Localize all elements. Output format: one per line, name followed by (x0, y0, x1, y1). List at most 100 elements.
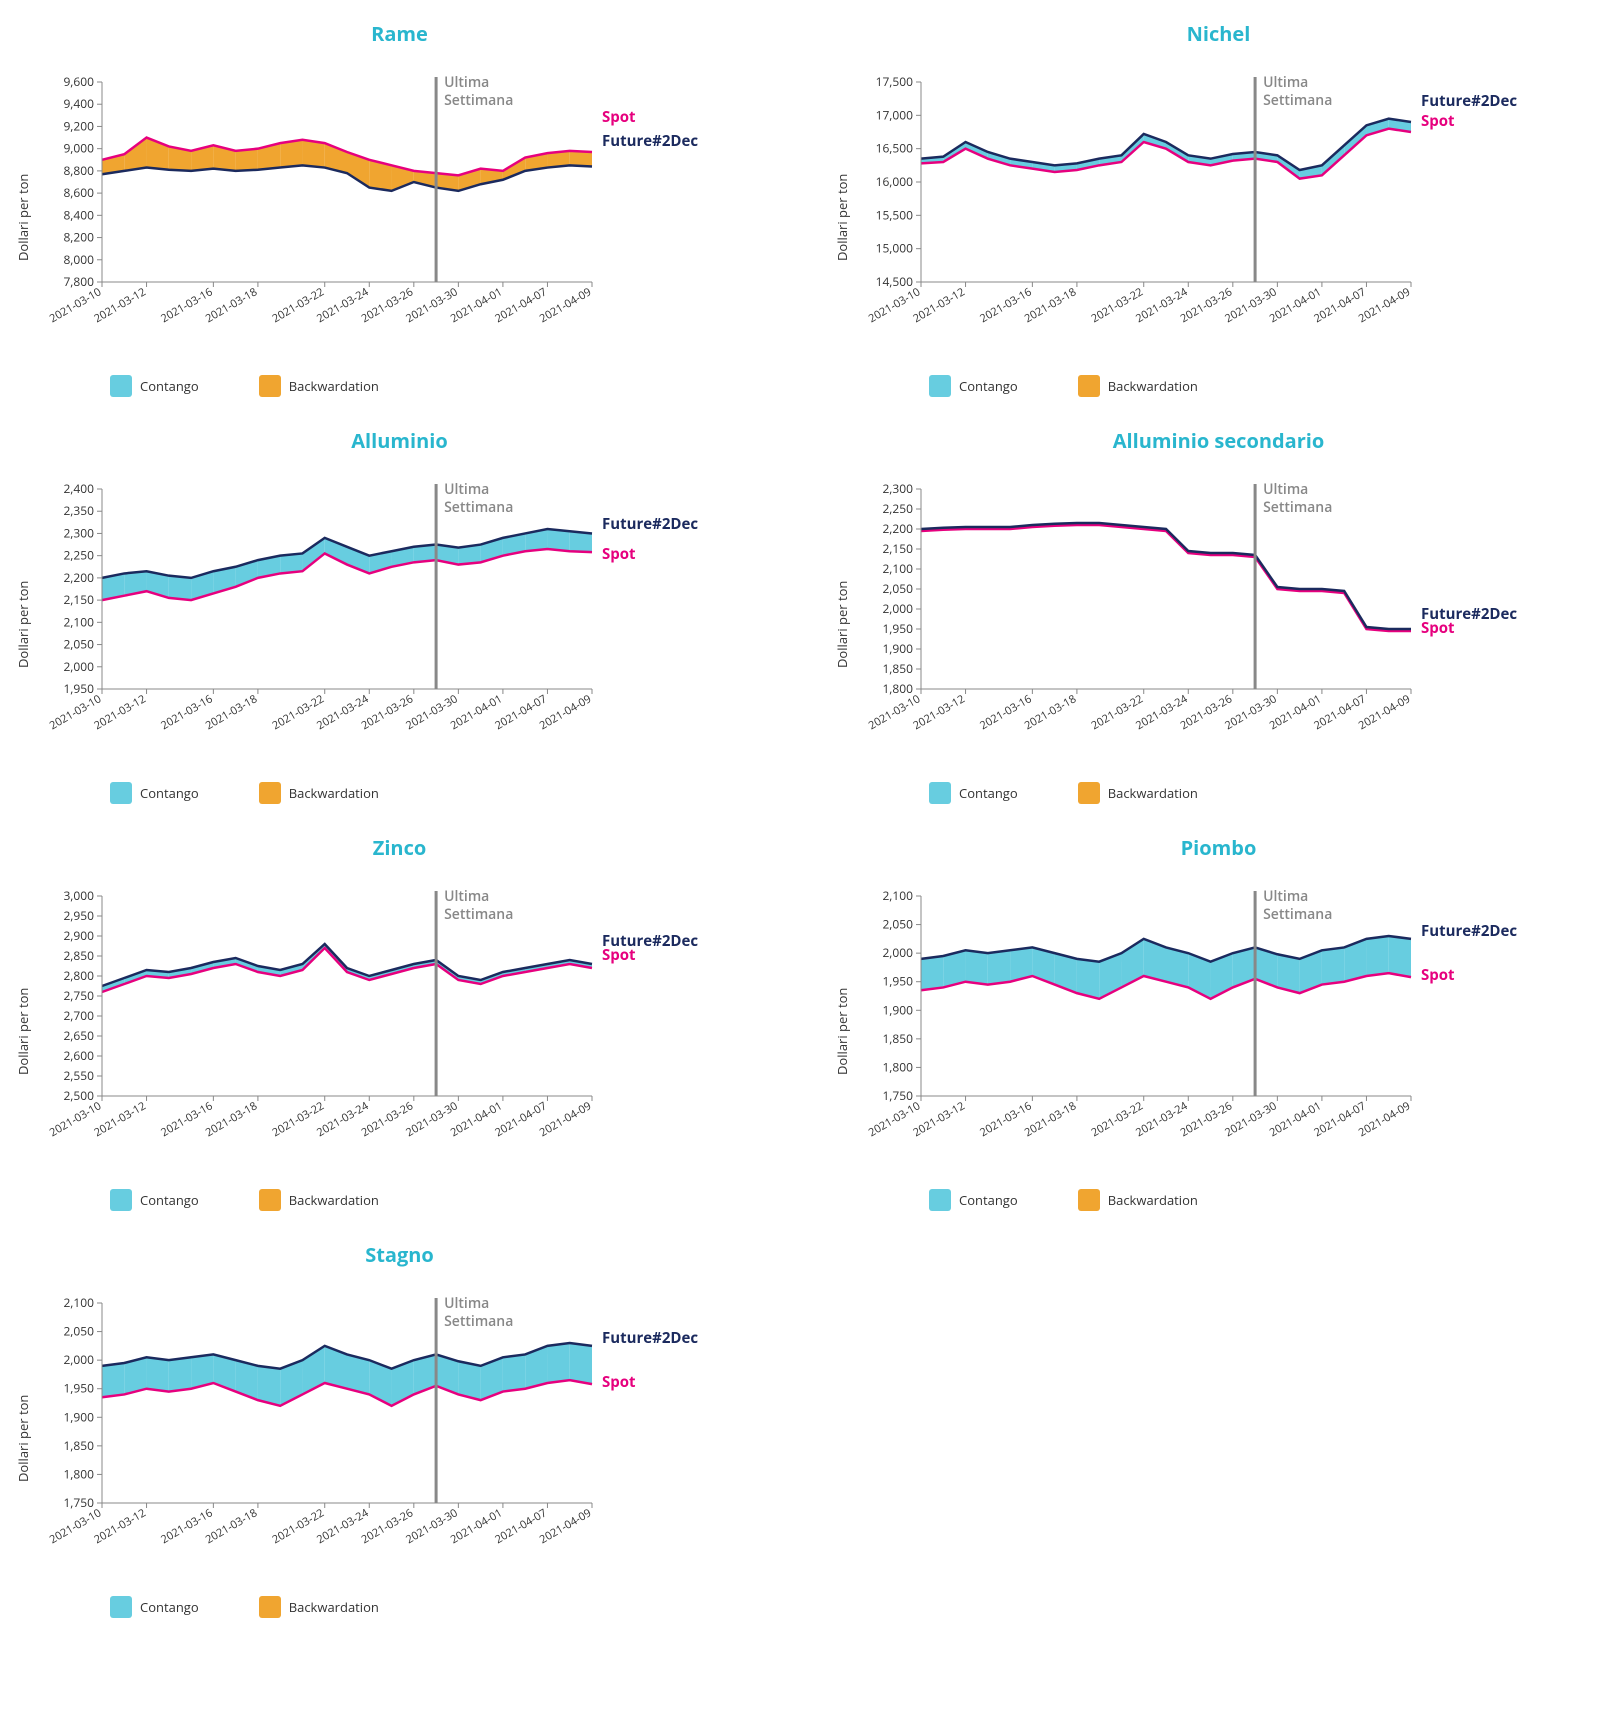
contango-swatch (929, 1189, 951, 1211)
annotation-line2: Settimana (444, 1312, 513, 1331)
y-tick-label: 1,900 (882, 640, 913, 657)
legend-item-backwardation: Backwardation (1078, 375, 1198, 397)
fill-contango (966, 950, 988, 984)
legend-item-contango: Contango (110, 782, 199, 804)
fill-contango (547, 1343, 569, 1383)
legend-item-contango: Contango (929, 782, 1018, 804)
y-tick-label: 9,200 (63, 117, 94, 134)
y-tick-label: 2,300 (882, 480, 913, 497)
chart-legend: ContangoBackwardation (929, 1189, 1608, 1211)
y-tick-label: 2,400 (63, 480, 94, 497)
annotation-line2: Settimana (1263, 498, 1332, 517)
annotation-line1: Ultima (444, 887, 489, 906)
legend-item-backwardation: Backwardation (259, 1189, 379, 1211)
y-tick-label: 16,500 (876, 140, 914, 157)
y-tick-label: 2,100 (63, 613, 94, 630)
contango-swatch (929, 375, 951, 397)
chart-panel-alluminio: AlluminioDollari per tonUltimaSettimanaS… (10, 417, 789, 804)
legend-label-contango: Contango (959, 377, 1018, 395)
y-tick-label: 2,750 (63, 987, 94, 1004)
contango-swatch (929, 782, 951, 804)
contango-swatch (110, 1189, 132, 1211)
future-series-label: Future#2Dec (1421, 604, 1517, 624)
y-tick-label: 8,600 (63, 184, 94, 201)
y-tick-label: 17,000 (876, 106, 914, 123)
y-tick-label: 2,100 (63, 1294, 94, 1311)
y-tick-label: 2,200 (63, 569, 94, 586)
legend-label-backwardation: Backwardation (289, 1191, 379, 1209)
legend-item-contango: Contango (929, 1189, 1018, 1211)
chart-title: Zinco (10, 834, 789, 861)
y-tick-label: 2,100 (882, 887, 913, 904)
chart-legend: Contango Backwardation (929, 375, 1608, 397)
fill-contango (988, 950, 1010, 984)
chart-wrap: Dollari per tonUltimaSettimanaSpotFuture… (829, 67, 1608, 367)
y-tick-label: 2,800 (63, 967, 94, 984)
y-tick-label: 1,850 (63, 1437, 94, 1454)
y-axis-label: Dollari per ton (829, 881, 851, 1181)
y-tick-label: 2,050 (63, 636, 94, 653)
y-tick-label: 2,550 (63, 1067, 94, 1084)
chart-title: Rame (10, 20, 789, 47)
y-tick-label: 1,850 (882, 1030, 913, 1047)
y-tick-label: 1,800 (882, 1058, 913, 1075)
annotation-line1: Ultima (444, 1294, 489, 1313)
y-tick-label: 2,650 (63, 1027, 94, 1044)
fill-contango (1322, 947, 1344, 984)
spot-line (921, 525, 1411, 631)
y-axis-label: Dollari per ton (10, 881, 32, 1181)
chart-svg: UltimaSettimanaSpotFuture#2Dec1,8001,850… (851, 474, 1571, 774)
y-tick-label: 2,900 (63, 927, 94, 944)
fill-contango (169, 576, 191, 600)
legend-item-backwardation: Backwardation (259, 1596, 379, 1618)
legend-label-backwardation: Backwardation (289, 1598, 379, 1616)
future-series-label: Future#2Dec (602, 131, 698, 151)
contango-swatch (110, 782, 132, 804)
backwardation-swatch (1078, 1189, 1100, 1211)
legend-item-contango: Contango (110, 1189, 199, 1211)
legend-item-backwardation: Backwardation (259, 782, 379, 804)
fill-contango (147, 1357, 169, 1391)
y-tick-label: 2,950 (63, 907, 94, 924)
spot-series-label: Spot (602, 107, 636, 127)
chart-legend: ContangoBackwardation (110, 375, 789, 397)
y-tick-label: 2,000 (882, 600, 913, 617)
y-tick-label: 15,500 (876, 206, 914, 223)
y-tick-label: 2,150 (882, 540, 913, 557)
fill-backwardation (570, 151, 592, 167)
future-line (102, 944, 592, 986)
chart-wrap: Dollari per tonUltimaSettimanaSpotFuture… (10, 881, 789, 1181)
y-tick-label: 1,950 (63, 1380, 94, 1397)
y-axis-label: Dollari per ton (10, 1288, 32, 1588)
chart-svg: UltimaSettimanaSpotFuture#2Dec1,9502,000… (32, 474, 752, 774)
spot-series-label: Spot (602, 1372, 636, 1392)
fill-backwardation (302, 140, 324, 168)
annotation-line2: Settimana (444, 905, 513, 924)
y-tick-label: 2,250 (63, 547, 94, 564)
chart-wrap: Dollari per ton UltimaSettimana Spot Future… (10, 1288, 789, 1588)
y-tick-label: 1,900 (882, 1001, 913, 1018)
chart-legend: Contango Backwardation (110, 1596, 789, 1618)
annotation-line2: Settimana (1263, 91, 1332, 110)
y-tick-label: 2,600 (63, 1047, 94, 1064)
chart-panel-alluminio-secondario: Alluminio secondarioDollari per tonUltim… (829, 417, 1608, 804)
legend-item-backwardation: Backwardation (1078, 782, 1198, 804)
legend-label-contango: Contango (959, 784, 1018, 802)
contango-swatch (110, 1596, 132, 1618)
legend-item-contango: Contango (110, 375, 199, 397)
chart-legend: Contango Backwardation (929, 782, 1608, 804)
y-tick-label: 8,200 (63, 229, 94, 246)
legend-label-contango: Contango (140, 1598, 199, 1616)
chart-wrap: Dollari per tonUltimaSettimanaSpotFuture… (829, 881, 1608, 1181)
y-axis-label: Dollari per ton (10, 67, 32, 367)
chart-wrap: Dollari per tonUltimaSettimanaSpotFuture… (10, 67, 789, 367)
y-tick-label: 2,000 (63, 658, 94, 675)
y-tick-label: 2,000 (882, 944, 913, 961)
future-series-label: Future#2Dec (602, 1328, 698, 1348)
legend-label-backwardation: Backwardation (1108, 784, 1198, 802)
chart-title: Piombo (829, 834, 1608, 861)
y-tick-label: 2,850 (63, 947, 94, 964)
fill-contango (570, 1343, 592, 1384)
backwardation-swatch (1078, 375, 1100, 397)
y-tick-label: 1,950 (882, 620, 913, 637)
